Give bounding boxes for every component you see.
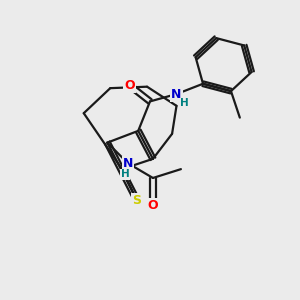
- Text: H: H: [121, 169, 129, 179]
- Text: O: O: [124, 79, 135, 92]
- Text: S: S: [132, 194, 141, 207]
- Text: H: H: [180, 98, 189, 109]
- Text: N: N: [123, 157, 133, 170]
- Text: O: O: [148, 200, 158, 212]
- Text: N: N: [171, 88, 182, 100]
